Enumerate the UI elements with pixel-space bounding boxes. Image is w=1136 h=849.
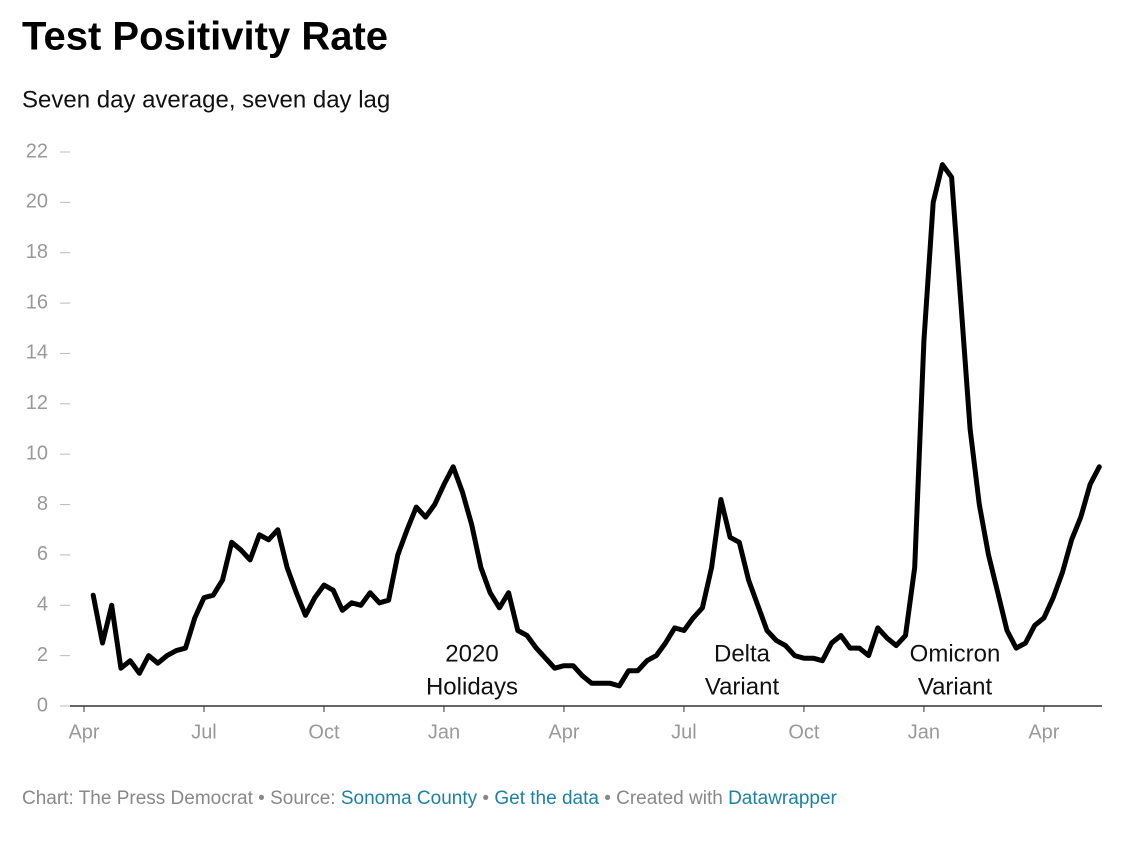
x-tick-label: Jan xyxy=(428,721,460,743)
y-tick-label: 2 xyxy=(37,644,48,666)
chart-title: Test Positivity Rate xyxy=(22,15,388,59)
footer-text: • Created with xyxy=(599,788,728,809)
x-tick-label: Jul xyxy=(671,721,697,743)
line xyxy=(90,162,1102,689)
y-tick-label: 14 xyxy=(26,342,48,364)
annotation: Holidays xyxy=(426,673,518,700)
annotation: 2020 xyxy=(445,640,498,667)
x-tick-label: Jul xyxy=(191,721,217,743)
y-tick-label: 12 xyxy=(26,392,48,414)
annotation: Delta xyxy=(714,640,771,667)
chart-subtitle: Seven day average, seven day lag xyxy=(22,86,390,113)
y-tick-label: 20 xyxy=(26,191,48,213)
y-tick-label: 22 xyxy=(26,140,48,162)
footer-link[interactable]: Sonoma County xyxy=(341,788,478,809)
annotation: Variant xyxy=(918,673,993,700)
x-tick-label: Apr xyxy=(548,721,579,743)
y-tick-label: 6 xyxy=(37,543,48,565)
footer-text: • xyxy=(477,788,494,809)
y-tick-label: 10 xyxy=(26,442,48,464)
x-tick-label: Jan xyxy=(908,721,940,743)
x-tick-label: Oct xyxy=(788,721,820,743)
y-tick-label: 16 xyxy=(26,291,48,313)
x-tick-label: Apr xyxy=(68,721,99,743)
x-tick-label: Oct xyxy=(308,721,340,743)
footer: Chart: The Press Democrat • Source: Sono… xyxy=(22,788,838,809)
annotation: Variant xyxy=(705,673,780,700)
y-tick-label: 18 xyxy=(26,241,48,263)
x-tick-label: Apr xyxy=(1028,721,1059,743)
annotation: Omicron xyxy=(910,640,1001,667)
footer-link[interactable]: Get the data xyxy=(494,788,599,809)
footer-text: Chart: The Press Democrat • Source: xyxy=(22,788,341,809)
y-tick-label: 4 xyxy=(37,594,48,616)
y-tick-label: 8 xyxy=(37,493,48,515)
y-tick-label: 0 xyxy=(37,694,48,716)
footer-link[interactable]: Datawrapper xyxy=(728,788,837,809)
